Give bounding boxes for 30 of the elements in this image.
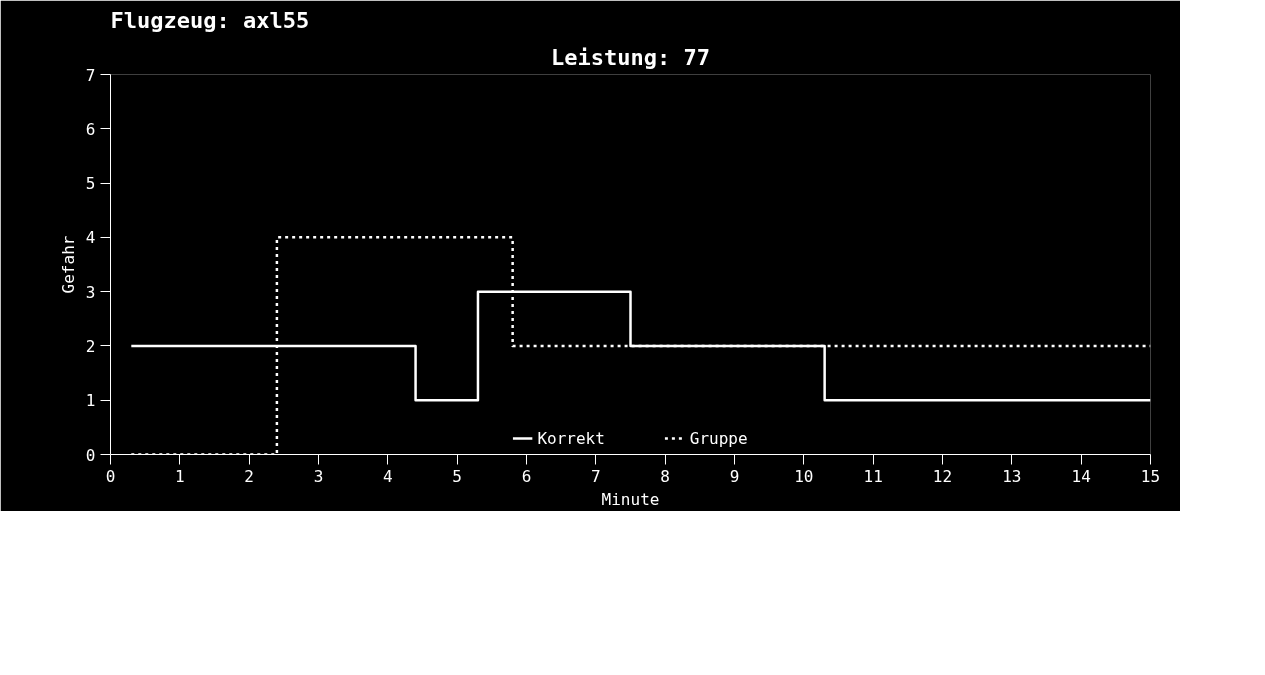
y-tick-label: 6 <box>85 119 96 139</box>
x-tick-label: 6 <box>521 466 532 486</box>
y-tick-label: 0 <box>85 445 96 465</box>
y-tick-label: 4 <box>85 228 96 248</box>
x-tick-label: 3 <box>313 466 324 486</box>
x-tick-label: 9 <box>729 466 740 486</box>
x-tick-label: 1 <box>175 466 185 486</box>
x-tick-label: 14 <box>1071 466 1091 486</box>
x-tick-label: 10 <box>794 466 814 486</box>
chart-title: Flugzeug: axl55 <box>110 7 310 33</box>
y-tick-label: 7 <box>85 65 96 85</box>
chart-subtitle: Leistung: 77 <box>551 44 710 70</box>
y-tick-label: 2 <box>85 336 96 356</box>
x-tick-label: 7 <box>591 466 601 486</box>
x-tick-label: 8 <box>660 466 670 486</box>
x-tick-label: 4 <box>383 466 393 486</box>
x-tick-label: 5 <box>452 466 462 486</box>
x-axis-title: Minute <box>601 489 660 509</box>
y-tick-label: 5 <box>85 174 96 194</box>
x-tick-label: 13 <box>1002 466 1022 486</box>
x-tick-label: 12 <box>932 466 953 486</box>
y-tick-label: 3 <box>85 282 96 302</box>
x-tick-label: 15 <box>1140 466 1161 486</box>
x-tick-label: 0 <box>105 466 116 486</box>
x-tick-label: 2 <box>244 466 254 486</box>
y-axis-title: Gefahr <box>58 235 78 294</box>
legend-label: Gruppe <box>689 428 748 448</box>
x-tick-label: 11 <box>863 466 883 486</box>
y-tick-label: 1 <box>85 391 96 411</box>
legend-label: Korrekt <box>537 428 605 448</box>
